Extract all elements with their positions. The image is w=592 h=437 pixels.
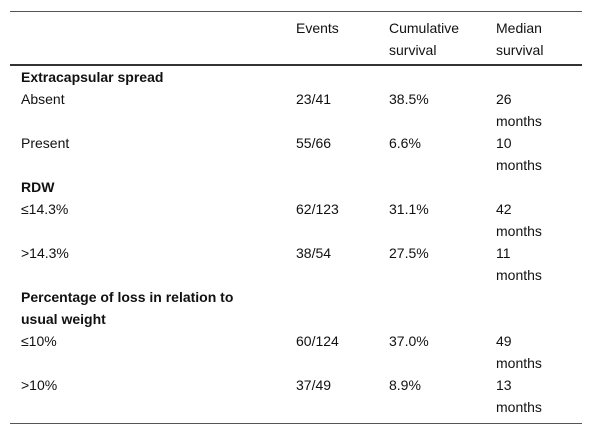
data-cell: 8.9%	[378, 374, 485, 424]
group-row: Percentage of loss in relation to usual …	[10, 286, 582, 330]
data-cell: ≤10%	[10, 330, 285, 374]
cell-text: 31.1%	[389, 201, 429, 217]
data-cell: Present	[10, 132, 285, 176]
data-cell: 6.6%	[378, 132, 485, 176]
header-cell: Median survival	[485, 11, 582, 66]
data-cell: 55/66	[285, 132, 378, 176]
data-row: ≤10% 60/124 37.0% 49 months	[10, 330, 582, 374]
data-cell: 49 months	[485, 330, 582, 374]
data-row: Present 55/66 6.6% 10 months	[10, 132, 582, 176]
cell-text: 55/66	[296, 135, 332, 151]
cell-text: 10 months	[496, 135, 542, 173]
header-cell	[10, 11, 285, 66]
data-cell: 38.5%	[378, 88, 485, 132]
data-row: >10% 37/49 8.9% 13 months	[10, 374, 582, 424]
data-cell: 13 months	[485, 374, 582, 424]
table-body: Extracapsular spread Absent 23/41 38.5% 26 m…	[10, 65, 582, 424]
group-label: RDW	[21, 179, 55, 195]
data-row: Absent 23/41 38.5% 26 months	[10, 88, 582, 132]
cell-text: 37/49	[296, 377, 332, 393]
group-label: Percentage of loss in relation to usual …	[21, 289, 234, 327]
cell-text: 8.9%	[389, 377, 421, 393]
cell-text: 23/41	[296, 91, 332, 107]
header-cell: Events	[285, 11, 378, 66]
data-cell: 26 months	[485, 88, 582, 132]
data-cell: ≤14.3%	[10, 198, 285, 242]
cell-text: 27.5%	[389, 245, 429, 261]
cell-text: ≤10%	[21, 333, 57, 349]
data-cell: 23/41	[285, 88, 378, 132]
data-cell: 62/123	[285, 198, 378, 242]
data-cell: 11 months	[485, 242, 582, 286]
data-cell: 10 months	[485, 132, 582, 176]
data-cell: 60/124	[285, 330, 378, 374]
header-row: Events Cumulative survival Median surviv…	[10, 11, 582, 66]
survival-table: Events Cumulative survival Median surviv…	[10, 11, 582, 424]
cell-text: ≤14.3%	[21, 201, 69, 217]
column-title: Cumulative survival	[389, 20, 460, 58]
cell-text: 26 months	[496, 91, 542, 129]
data-cell: Absent	[10, 88, 285, 132]
data-cell: 38/54	[285, 242, 378, 286]
cell-text: Present	[21, 135, 70, 151]
column-title: Median survival	[496, 20, 544, 58]
cell-text: Absent	[21, 91, 65, 107]
cell-text: 38.5%	[389, 91, 429, 107]
cell-text: 49 months	[496, 333, 542, 371]
data-cell: >10%	[10, 374, 285, 424]
cell-text: 38/54	[296, 245, 332, 261]
cell-text: 60/124	[296, 333, 339, 349]
data-row: ≤14.3% 62/123 31.1% 42 months	[10, 198, 582, 242]
column-title: Events	[296, 20, 339, 36]
group-row: Extracapsular spread	[10, 65, 582, 88]
table-header: Events Cumulative survival Median surviv…	[10, 11, 582, 66]
cell-text: 37.0%	[389, 333, 429, 349]
group-cell: RDW	[10, 176, 582, 198]
group-cell: Percentage of loss in relation to usual …	[10, 286, 582, 330]
data-row: >14.3% 38/54 27.5% 11 months	[10, 242, 582, 286]
cell-text: 62/123	[296, 201, 339, 217]
data-cell: 27.5%	[378, 242, 485, 286]
cell-text: 13 months	[496, 377, 542, 415]
cell-text: 11 months	[496, 245, 542, 283]
data-cell: 31.1%	[378, 198, 485, 242]
data-cell: 42 months	[485, 198, 582, 242]
group-row: RDW	[10, 176, 582, 198]
data-cell: 37/49	[285, 374, 378, 424]
cell-text: 6.6%	[389, 135, 421, 151]
cell-text: >10%	[21, 377, 58, 393]
group-label: Extracapsular spread	[21, 69, 164, 85]
cell-text: >14.3%	[21, 245, 69, 261]
group-cell: Extracapsular spread	[10, 65, 582, 88]
header-cell: Cumulative survival	[378, 11, 485, 66]
data-cell: >14.3%	[10, 242, 285, 286]
data-cell: 37.0%	[378, 330, 485, 374]
cell-text: 42 months	[496, 201, 542, 239]
